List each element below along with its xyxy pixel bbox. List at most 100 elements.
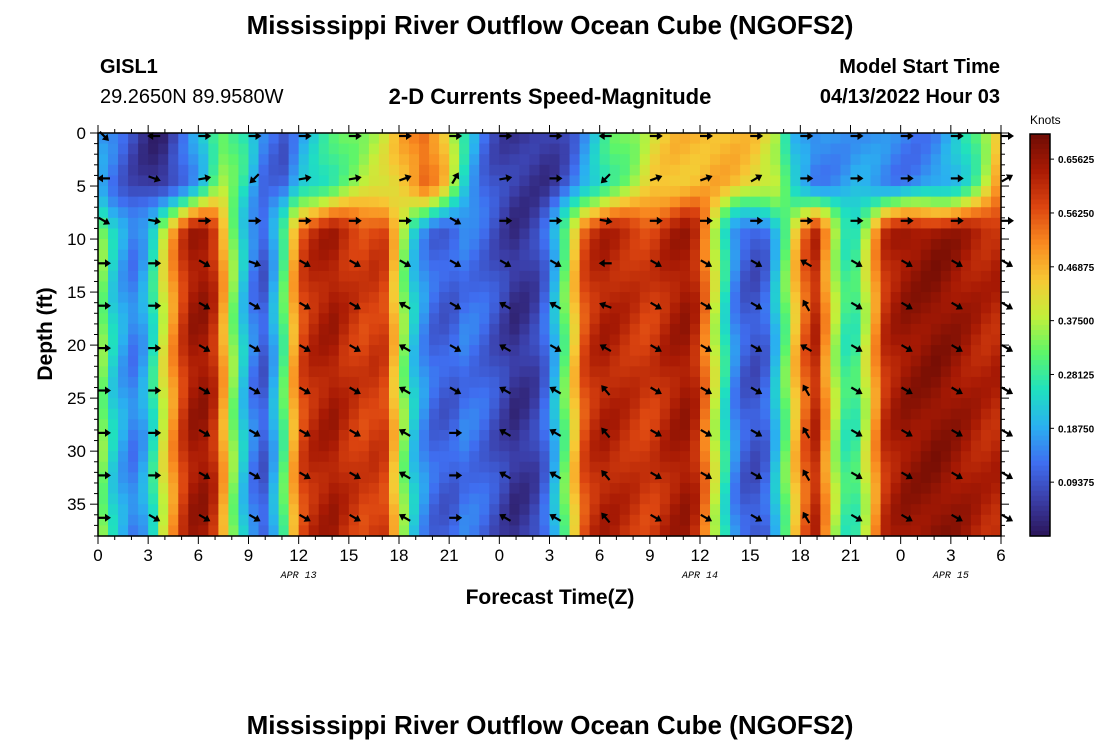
heatmap-cell <box>599 164 611 177</box>
heatmap-cell <box>910 249 922 261</box>
heatmap-cell <box>910 292 922 304</box>
heatmap-cell <box>659 472 671 484</box>
heatmap-cell <box>669 482 681 495</box>
vector-arrow <box>499 471 512 480</box>
vector-arrow <box>449 386 462 395</box>
heatmap-cell <box>308 207 320 219</box>
heatmap-cell <box>880 323 892 336</box>
heatmap-cell <box>870 514 882 526</box>
heatmap-cell <box>98 408 109 420</box>
heatmap-cell <box>950 419 962 431</box>
heatmap-cell <box>890 461 902 473</box>
heatmap-cell <box>700 217 711 230</box>
heatmap-cell <box>469 143 480 155</box>
heatmap-cell <box>960 281 972 293</box>
heatmap-cell <box>930 217 942 230</box>
heatmap-cell <box>318 461 330 473</box>
vector-arrow <box>900 301 913 310</box>
heatmap-cell <box>850 504 862 516</box>
heatmap-cell <box>459 217 470 230</box>
heatmap-cell <box>730 525 741 537</box>
vector-arrow <box>549 301 562 310</box>
heatmap-cell <box>328 164 340 177</box>
heatmap-cell <box>710 175 721 187</box>
heatmap-cell <box>148 482 159 495</box>
heatmap-cell <box>409 217 420 230</box>
heatmap-cell <box>920 514 932 526</box>
heatmap-cell <box>910 408 922 420</box>
heatmap-cell <box>960 440 972 452</box>
heatmap-cell <box>409 133 420 145</box>
heatmap-cell <box>479 398 490 410</box>
heatmap-cell <box>930 366 942 378</box>
heatmap-cell <box>790 164 801 177</box>
heatmap-cell <box>459 133 470 145</box>
heatmap-cell <box>118 281 129 293</box>
heatmap-cell <box>358 323 370 336</box>
heatmap-cell <box>268 429 280 442</box>
heatmap-cell <box>429 461 440 473</box>
heatmap-cell <box>529 398 541 410</box>
heatmap-cell <box>710 504 721 516</box>
heatmap-cell <box>860 313 872 325</box>
heatmap-cell <box>639 270 651 283</box>
heatmap-cell <box>980 323 992 336</box>
heatmap-cell <box>198 345 209 357</box>
heatmap-cell <box>629 387 641 399</box>
heatmap-cell <box>940 482 952 495</box>
heatmap-cell <box>328 302 340 314</box>
heatmap-cell <box>970 440 982 452</box>
heatmap-cell <box>990 292 1002 304</box>
vector-arrow <box>900 428 913 437</box>
colorbar-segment <box>1030 254 1050 261</box>
heatmap-cell <box>158 482 169 495</box>
heatmap-cell <box>509 429 520 442</box>
heatmap-cell <box>469 302 480 314</box>
heatmap-cell <box>860 323 872 336</box>
heatmap-cell <box>499 323 510 336</box>
heatmap-cell <box>750 175 761 187</box>
heatmap-cell <box>990 270 1002 283</box>
vector-arrow <box>499 259 512 268</box>
heatmap-cell <box>730 175 741 187</box>
vector-arrow <box>549 513 562 522</box>
heatmap-cell <box>940 281 952 293</box>
heatmap-cell <box>178 281 189 293</box>
colorbar-segment <box>1030 259 1050 266</box>
heatmap-cell <box>880 451 892 463</box>
heatmap-cell <box>619 323 631 336</box>
heatmap-cell <box>880 239 892 251</box>
heatmap-cell <box>840 239 852 251</box>
heatmap-cell <box>980 376 992 389</box>
heatmap-cell <box>760 249 771 261</box>
heatmap-cell <box>489 525 500 537</box>
heatmap-cell <box>128 461 139 473</box>
heatmap-cell <box>880 313 892 325</box>
heatmap-cell <box>469 133 480 145</box>
heatmap-cell <box>108 260 119 272</box>
heatmap-cell <box>378 504 390 516</box>
heatmap-cell <box>659 398 671 410</box>
heatmap-cell <box>138 228 149 240</box>
heatmap-cell <box>238 154 250 166</box>
heatmap-cell <box>890 504 902 516</box>
heatmap-cell <box>429 143 440 155</box>
heatmap-cell <box>148 429 159 442</box>
heatmap-cell <box>188 429 199 442</box>
heatmap-cell <box>168 398 179 410</box>
heatmap-cell <box>499 355 510 367</box>
heatmap-cell <box>720 493 731 505</box>
heatmap-cell <box>880 355 892 367</box>
heatmap-cell <box>920 323 932 336</box>
heatmap-cell <box>148 302 159 314</box>
heatmap-cell <box>479 281 490 293</box>
heatmap-cell <box>98 207 109 219</box>
heatmap-cell <box>208 429 219 442</box>
heatmap-cell <box>980 493 992 505</box>
heatmap-cell <box>900 334 912 346</box>
heatmap-cell <box>689 504 701 516</box>
heatmap-cell <box>439 440 450 452</box>
heatmap-cell <box>850 260 862 272</box>
heatmap-cell <box>358 408 370 420</box>
heatmap-cell <box>980 239 992 251</box>
